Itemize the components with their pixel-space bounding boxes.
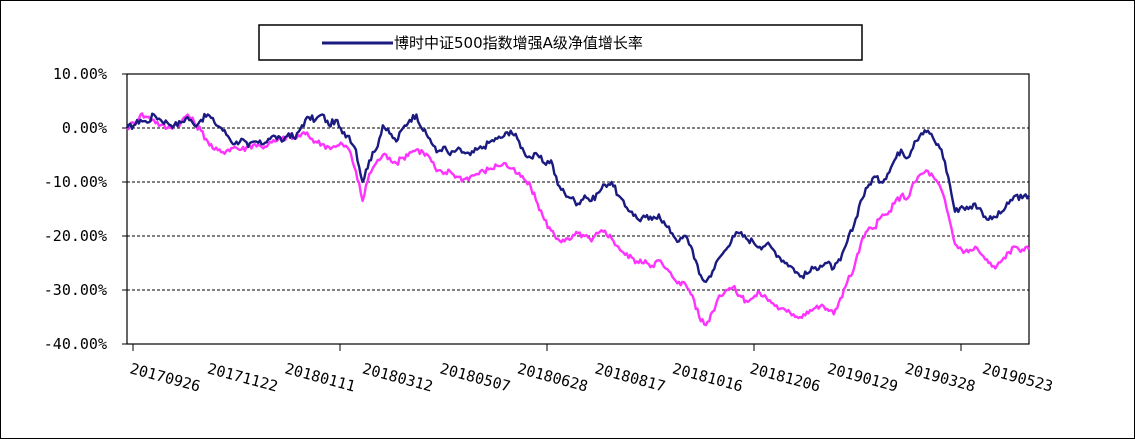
x-tick-label: 20190328	[903, 359, 977, 395]
plot-area	[126, 73, 1030, 345]
y-tick-label: 10.00%	[53, 65, 107, 83]
y-tick-label: 0.00%	[62, 119, 107, 137]
x-tick-label: 20171122	[205, 359, 279, 395]
x-tick-label: 20190129	[825, 359, 899, 395]
y-axis: 10.00% 0.00% -10.00% -20.00% -30.00% -40.00%	[44, 65, 127, 353]
x-tick-label: 20170926	[128, 359, 202, 395]
x-tick-label: 20181016	[670, 359, 744, 395]
y-tick-label: -30.00%	[44, 281, 107, 299]
series-layer	[125, 112, 1031, 327]
y-tick-label: -40.00%	[44, 335, 107, 353]
x-tick-label: 20180507	[438, 359, 512, 395]
x-tick-label: 20180628	[515, 359, 589, 395]
y-tick-label: -20.00%	[44, 227, 107, 245]
y-tick-label: -10.00%	[44, 173, 107, 191]
gridlines	[127, 127, 1029, 291]
series-line-fund	[125, 112, 1031, 284]
x-tick-label: 20180312	[360, 359, 434, 395]
x-tick-label: 20180111	[283, 359, 357, 395]
legend-label: 博时中证500指数增强A级净值增长率	[394, 34, 643, 52]
x-tick-label: 20190523	[980, 359, 1054, 395]
x-tick-label: 20180817	[593, 359, 667, 395]
x-axis: 20170926 20171122 20180111 20180312 20180507…	[128, 344, 1055, 396]
x-tick-label: 20181206	[748, 359, 822, 395]
